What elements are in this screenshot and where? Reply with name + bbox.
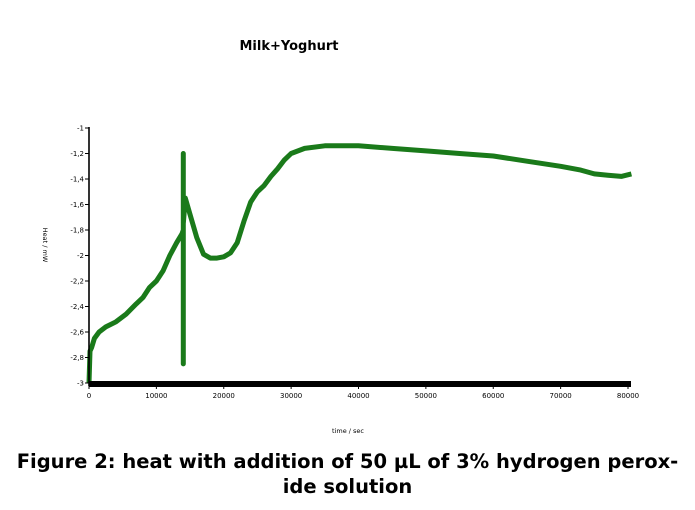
x-tick-label: 50000 xyxy=(415,392,437,400)
y-tick-label: -2,6 xyxy=(70,329,84,337)
x-tick-label: 70000 xyxy=(549,392,571,400)
y-tick-label: -2,8 xyxy=(70,354,84,362)
chart: Milk+Yoghurt 0 10000 20000 30000 40000 50000 6… xyxy=(41,39,639,435)
y-axis-title: Heat / mW xyxy=(41,228,49,263)
caption-line-2: ide solution xyxy=(282,475,413,498)
x-axis-ticks: 0 10000 20000 30000 40000 50000 60000 70000 8000… xyxy=(87,384,639,400)
y-tick-label: -1,6 xyxy=(70,201,84,209)
y-axis-ticks: -1 -1,2 -1,4 -1,6 -1,8 -2 -2,2 -2,4 -2,6 -2,8 -3 xyxy=(70,125,89,388)
chart-title: Milk+Yoghurt xyxy=(240,39,339,54)
x-tick-label: 20000 xyxy=(213,392,235,400)
y-tick-label: -1,2 xyxy=(70,150,84,158)
series-line xyxy=(86,143,633,384)
x-tick-label: 80000 xyxy=(617,392,639,400)
x-tick-label: 40000 xyxy=(347,392,369,400)
caption-line-1: Figure 2: heat with addition of 50 µL of… xyxy=(16,450,679,473)
x-axis-title: time / sec xyxy=(332,427,364,435)
y-tick-label: -2,2 xyxy=(70,278,84,286)
x-tick-label: 60000 xyxy=(482,392,504,400)
x-tick-label: 10000 xyxy=(145,392,167,400)
y-tick-label: -1,8 xyxy=(70,227,84,235)
y-tick-label: -3 xyxy=(77,380,84,388)
y-tick-label: -1,4 xyxy=(70,176,84,184)
figure-caption: Figure 2: heat with addition of 50 µL of… xyxy=(0,449,695,499)
y-tick-label: -1 xyxy=(77,125,84,133)
y-tick-label: -2,4 xyxy=(70,303,84,311)
x-tick-label: 0 xyxy=(87,392,91,400)
y-tick-label: -2 xyxy=(77,252,84,260)
x-tick-label: 30000 xyxy=(280,392,302,400)
series-0-line xyxy=(86,143,633,384)
